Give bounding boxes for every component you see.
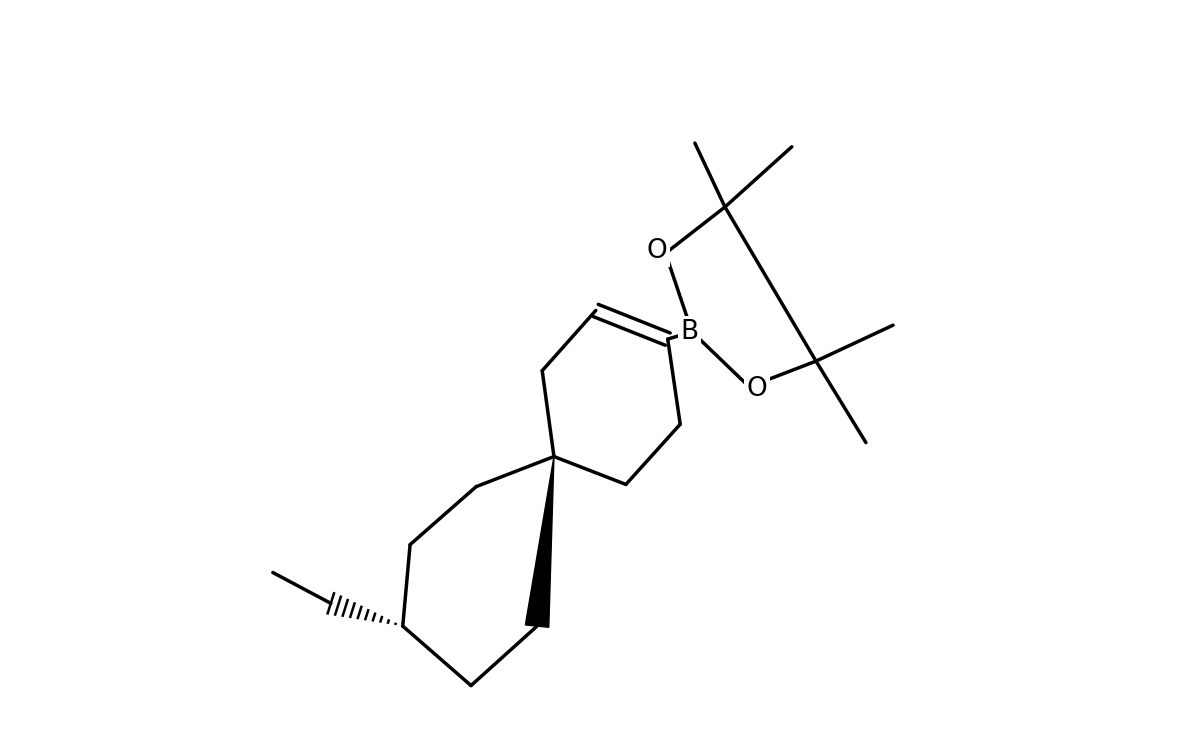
- Text: B: B: [681, 319, 698, 345]
- Text: O: O: [746, 376, 767, 402]
- Polygon shape: [525, 457, 554, 628]
- Text: O: O: [646, 238, 667, 264]
